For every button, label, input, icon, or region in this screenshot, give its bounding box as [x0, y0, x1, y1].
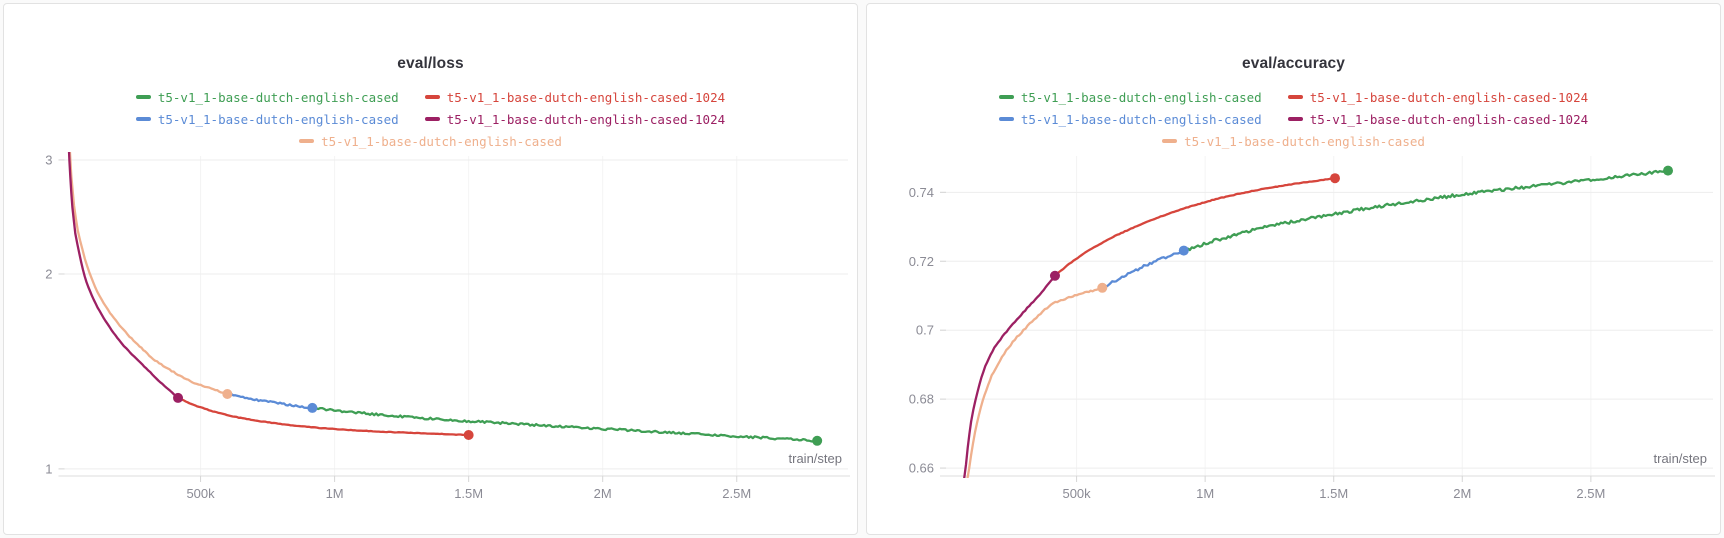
series-line	[963, 274, 1057, 478]
eval-accuracy-plot[interactable]: 0.66 0.68 0.7 0.72 0.74 500k 1M 1.5M 2M 2.5M train…	[867, 152, 1720, 517]
series-end-dot	[307, 402, 318, 413]
legend-item-2[interactable]: t5-v1_1-base-dutch-english-cased	[135, 108, 399, 130]
legend-item-2[interactable]: t5-v1_1-base-dutch-english-cased	[998, 108, 1262, 130]
legend: t5-v1_1-base-dutch-english-cased t5-v1_1-…	[111, 86, 751, 152]
legend-item-label: t5-v1_1-base-dutch-english-cased-1024	[446, 111, 726, 127]
series-group	[963, 165, 1673, 478]
legend-item-3[interactable]: t5-v1_1-base-dutch-english-cased-1024	[424, 108, 726, 130]
legend-swatch-icon	[135, 117, 151, 121]
legend-swatch-icon	[424, 117, 440, 121]
series-line	[1101, 249, 1185, 289]
series-line	[311, 406, 819, 443]
chart-panel-eval-accuracy[interactable]: eval/accuracy t5-v1_1-base-dutch-english…	[866, 3, 1721, 535]
x-tick-label: 2M	[1453, 486, 1471, 501]
x-tick-label: 1M	[1196, 486, 1214, 501]
series-end-dot	[1049, 270, 1060, 281]
legend-item-label: t5-v1_1-base-dutch-english-cased	[1020, 89, 1262, 105]
chart-title: eval/loss	[397, 55, 464, 72]
legend-swatch-icon	[299, 139, 315, 143]
x-axis: 500k 1M 1.5M 2M 2.5M train/step	[58, 451, 850, 501]
series-line	[966, 286, 1104, 478]
series-line	[226, 392, 314, 410]
legend-item-label: t5-v1_1-base-dutch-english-cased	[157, 89, 399, 105]
x-gridlines	[1076, 156, 1592, 476]
legend-item-label: t5-v1_1-base-dutch-english-cased	[1184, 133, 1425, 149]
x-gridlines	[200, 156, 738, 476]
series-line	[67, 152, 180, 400]
chart-title: eval/accuracy	[1242, 55, 1345, 72]
y-tick-label: 0.72	[909, 254, 934, 269]
x-tick-label: 1.5M	[1319, 486, 1348, 501]
series-end-dot	[1178, 245, 1189, 256]
legend-item-4[interactable]: t5-v1_1-base-dutch-english-cased	[1162, 130, 1425, 152]
x-tick-label: 2M	[594, 486, 612, 501]
legend-item-label: t5-v1_1-base-dutch-english-cased-1024	[1309, 111, 1589, 127]
x-tick-label: 1M	[326, 486, 344, 501]
y-tick-label: 0.74	[909, 185, 934, 200]
x-tick-label: 500k	[1062, 486, 1091, 501]
x-axis: 500k 1M 1.5M 2M 2.5M train/step	[940, 451, 1715, 501]
y-tick-label: 2	[45, 266, 52, 281]
series-end-dot	[1330, 173, 1340, 184]
y-axis: 0.66 0.68 0.7 0.72 0.74	[909, 185, 1713, 476]
series-line	[1053, 177, 1337, 277]
legend-swatch-icon	[998, 117, 1014, 121]
x-axis-title: train/step	[1654, 451, 1707, 466]
y-tick-label: 0.7	[916, 323, 934, 338]
y-tick-label: 1	[45, 461, 52, 476]
legend-item-label: t5-v1_1-base-dutch-english-cased-1024	[446, 89, 726, 105]
y-tick-label: 0.66	[909, 461, 934, 476]
legend-item-label: t5-v1_1-base-dutch-english-cased-1024	[1309, 89, 1589, 105]
legend-item-0[interactable]: t5-v1_1-base-dutch-english-cased	[135, 86, 399, 108]
legend-item-0[interactable]: t5-v1_1-base-dutch-english-cased	[998, 86, 1262, 108]
legend-swatch-icon	[135, 95, 151, 99]
x-tick-label: 2.5M	[1576, 486, 1605, 501]
series-group	[67, 152, 823, 446]
chart-panel-eval-loss[interactable]: eval/loss t5-v1_1-base-dutch-english-cas…	[3, 3, 858, 535]
legend-swatch-icon	[1162, 139, 1178, 143]
series-end-dot	[463, 430, 474, 441]
eval-loss-plot[interactable]: 1 2 3 500k 1M 1.5M 2M 2.5M train/step	[4, 152, 857, 517]
series-end-dot	[1663, 165, 1673, 176]
y-axis: 1 2 3	[45, 152, 848, 476]
series-end-dot	[173, 392, 184, 403]
legend-swatch-icon	[1287, 117, 1303, 121]
series-line	[176, 396, 470, 437]
legend-item-label: t5-v1_1-base-dutch-english-cased	[157, 111, 399, 127]
legend: t5-v1_1-base-dutch-english-cased t5-v1_1-…	[974, 86, 1614, 152]
y-tick-label: 3	[45, 152, 52, 167]
series-end-dot	[812, 435, 823, 446]
legend-item-1[interactable]: t5-v1_1-base-dutch-english-cased-1024	[424, 86, 726, 108]
legend-item-4[interactable]: t5-v1_1-base-dutch-english-cased	[299, 130, 562, 152]
x-tick-label: 1.5M	[454, 486, 483, 501]
legend-item-3[interactable]: t5-v1_1-base-dutch-english-cased-1024	[1287, 108, 1589, 130]
legend-item-1[interactable]: t5-v1_1-base-dutch-english-cased-1024	[1287, 86, 1589, 108]
legend-swatch-icon	[1287, 95, 1303, 99]
x-axis-title: train/step	[789, 451, 842, 466]
y-tick-label: 0.68	[909, 392, 934, 407]
series-end-dot	[222, 389, 233, 400]
series-line	[1182, 169, 1670, 252]
x-tick-label: 500k	[186, 486, 215, 501]
x-tick-label: 2.5M	[722, 486, 751, 501]
legend-item-label: t5-v1_1-base-dutch-english-cased	[1020, 111, 1262, 127]
series-end-dot	[1097, 282, 1108, 293]
legend-item-label: t5-v1_1-base-dutch-english-cased	[321, 133, 562, 149]
legend-swatch-icon	[424, 95, 440, 99]
legend-swatch-icon	[998, 95, 1014, 99]
series-line	[68, 152, 229, 396]
